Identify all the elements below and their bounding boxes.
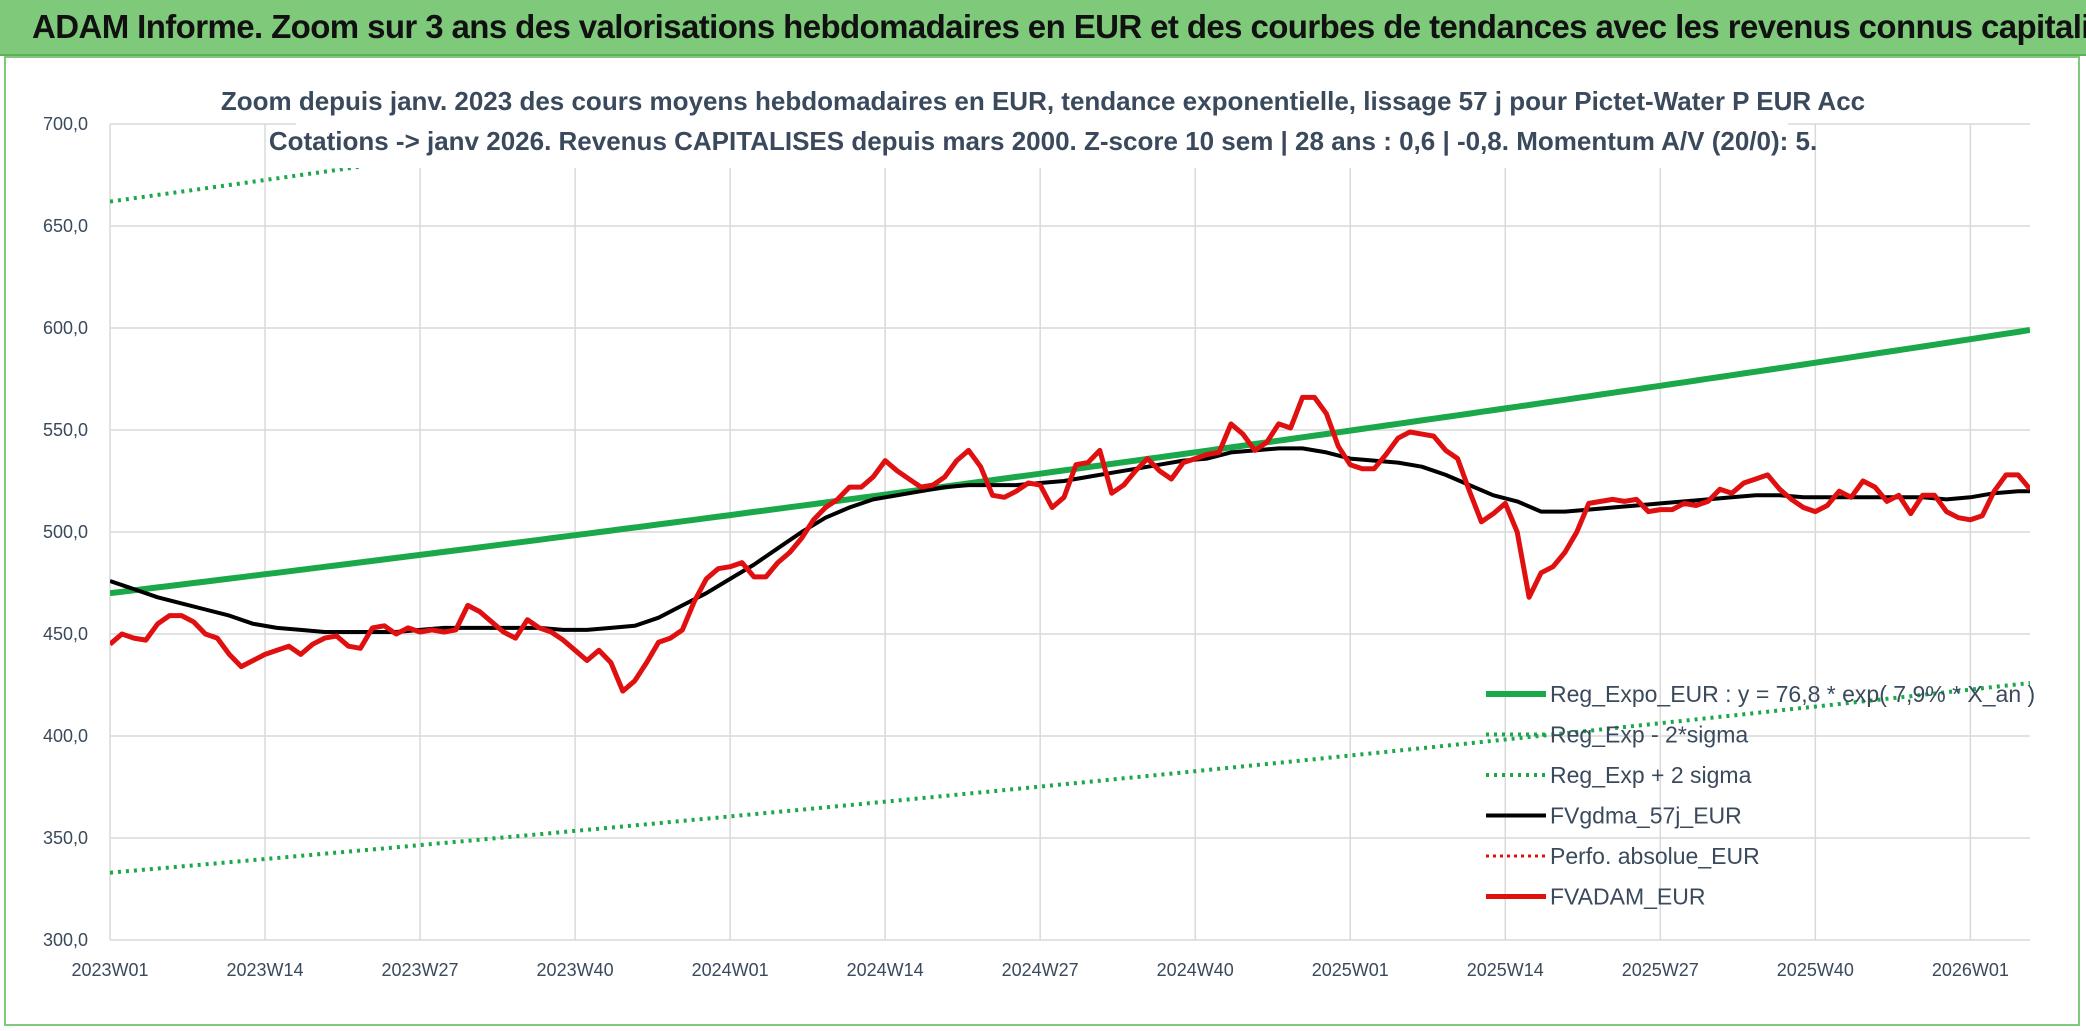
x-tick-label: 2023W01 [71, 960, 148, 980]
y-tick-label: 500,0 [43, 522, 88, 542]
x-tick-label: 2024W01 [692, 960, 769, 980]
plot-area [110, 122, 2030, 875]
report-title: ADAM Informe. Zoom sur 3 ans des valoris… [32, 8, 2086, 45]
x-tick-label: 2023W40 [537, 960, 614, 980]
x-tick-label: 2023W14 [226, 960, 303, 980]
y-tick-label: 450,0 [43, 624, 88, 644]
fvadam-line [110, 394, 2030, 694]
report-banner: ADAM Informe. Zoom sur 3 ans des valoris… [0, 0, 2086, 56]
x-tick-label: 2024W14 [847, 960, 924, 980]
legend-reg-minus-2sigma: Reg_Exp - 2*sigma [1486, 722, 1748, 748]
legend-label: Reg_Expo_EUR : y = 76,8 * exp( 7,9% * X_… [1550, 681, 2035, 707]
x-tick-label: 2025W27 [1622, 960, 1699, 980]
y-tick-label: 650,0 [43, 216, 88, 236]
legend-fvadam: FVADAM_EUR [1486, 884, 1706, 910]
y-tick-label: 600,0 [43, 318, 88, 338]
legend-label: Perfo. absolue_EUR [1550, 843, 1760, 869]
x-tick-label: 2025W40 [1777, 960, 1854, 980]
y-tick-label: 400,0 [43, 726, 88, 746]
x-tick-label: 2024W27 [1002, 960, 1079, 980]
x-tick-label: 2025W01 [1312, 960, 1389, 980]
legend-label: FVADAM_EUR [1550, 884, 1706, 910]
legend-label: Reg_Exp - 2*sigma [1550, 722, 1748, 748]
legend-perfo-absolue: Perfo. absolue_EUR [1486, 843, 1760, 869]
legend-fvgdma: FVgdma_57j_EUR [1486, 803, 1742, 829]
title-background [296, 82, 1788, 168]
chart-title-line: Zoom depuis janv. 2023 des cours moyens … [221, 86, 1865, 116]
y-tick-label: 300,0 [43, 930, 88, 950]
y-tick-label: 350,0 [43, 828, 88, 848]
x-tick-label: 2024W40 [1157, 960, 1234, 980]
legend-label: Reg_Exp + 2 sigma [1550, 762, 1752, 788]
x-tick-label: 2023W27 [382, 960, 459, 980]
reg-minus-2sigma-line [110, 681, 2030, 875]
legend-reg-expo: Reg_Expo_EUR : y = 76,8 * exp( 7,9% * X_… [1486, 681, 2035, 707]
chart-frame [4, 56, 2080, 1026]
y-tick-label: 550,0 [43, 420, 88, 440]
x-tick-label: 2025W14 [1467, 960, 1544, 980]
reg-expo-line [110, 327, 2030, 597]
y-tick-label: 700,0 [43, 114, 88, 134]
chart-title-line: Cotations -> janv 2026. Revenus CAPITALI… [269, 126, 1817, 156]
legend-label: FVgdma_57j_EUR [1550, 803, 1742, 829]
x-tick-label: 2026W01 [1932, 960, 2009, 980]
legend-reg-plus-2sigma: Reg_Exp + 2 sigma [1486, 762, 1752, 788]
